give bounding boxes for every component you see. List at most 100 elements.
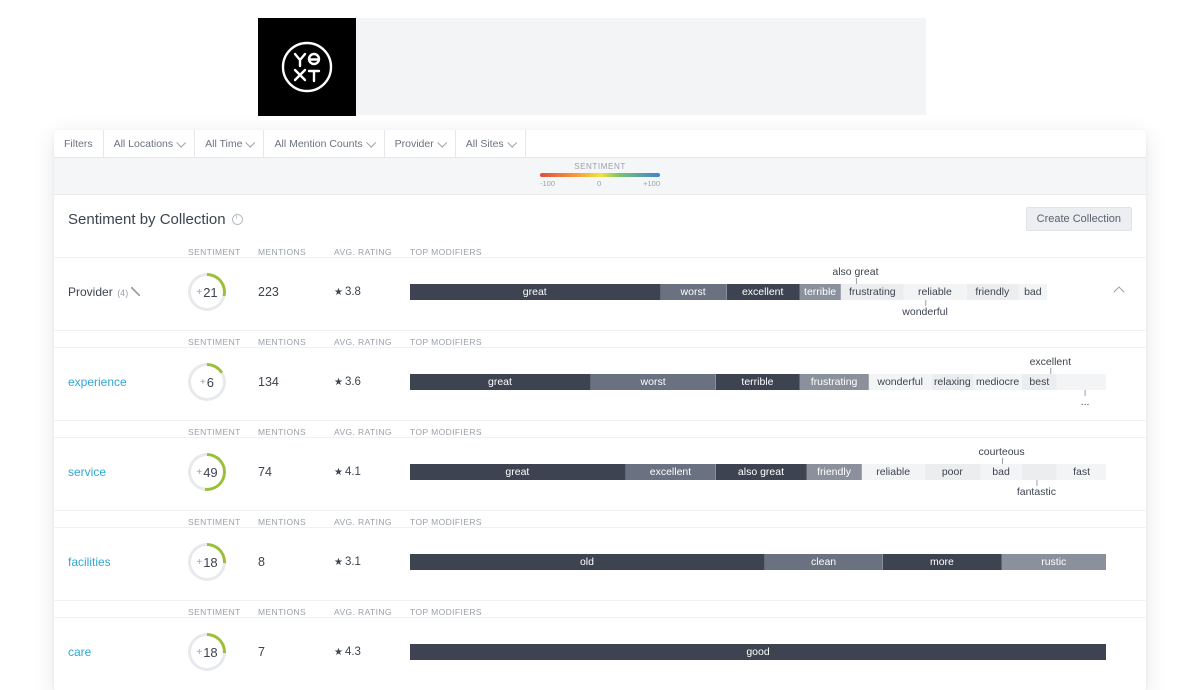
modifier-segment[interactable]: more [883,554,1001,570]
modifier-segment[interactable]: frustrating [800,374,870,390]
modifier-segment[interactable]: wonderful [869,374,932,390]
modifier-segment[interactable]: bad [1019,284,1047,300]
sentiment-donut: +6 [188,363,226,401]
modifier-segment[interactable]: fast [1057,464,1106,480]
row-count: (4) [115,288,129,298]
col-rating: AVG. RATING [334,517,410,527]
filter-mention-counts[interactable]: All Mention Counts [264,130,384,157]
create-collection-button[interactable]: Create Collection [1026,207,1132,231]
filter-time[interactable]: All Time [195,130,264,157]
modifier-callout: ... [1081,396,1090,408]
sentiment-value: +21 [196,285,217,300]
mentions-value: 74 [258,465,334,479]
filter-provider-label: Provider [395,138,434,150]
modifier-segment[interactable]: worst [591,374,716,390]
modifier-segment[interactable]: friendly [807,464,863,480]
collection-row: experience+6134★3.6greatworstterriblefru… [54,347,1146,420]
sentiment-donut: +18 [188,543,226,581]
chevron-down-icon [246,138,256,148]
star-icon: ★ [334,287,343,298]
col-modifiers: TOP MODIFIERS [410,337,1106,347]
modifier-segment[interactable]: poor [925,464,981,480]
modifier-segment[interactable]: also great [716,464,806,480]
modifier-segment[interactable]: friendly [967,284,1019,300]
col-modifiers: TOP MODIFIERS [410,607,1106,617]
col-modifiers: TOP MODIFIERS [410,427,1106,437]
row-column-headers: SENTIMENTMENTIONSAVG. RATINGTOP MODIFIER… [54,420,1146,437]
modifier-segment[interactable]: relaxing [932,374,974,390]
info-icon[interactable] [232,214,243,225]
filter-provider[interactable]: Provider [385,130,456,157]
row-name[interactable]: facilities [68,555,188,569]
modifier-segment[interactable]: old [410,554,765,570]
avg-rating: ★4.3 [334,646,410,658]
sentiment-donut: +21 [188,273,226,311]
modifier-segment[interactable]: excellent [626,464,716,480]
top-modifiers: greatworstterriblefrustratingwonderfulre… [410,358,1106,406]
modifier-segment[interactable]: great [410,374,591,390]
modifier-bar: greatexcellentalso greatfriendlyreliable… [410,464,1106,480]
modifier-segment[interactable]: mediocre [974,374,1023,390]
modifier-segment[interactable]: clean [765,554,883,570]
filter-locations[interactable]: All Locations [104,130,196,157]
modifier-callout: wonderful [902,306,948,318]
modifier-segment[interactable]: good [410,644,1106,660]
edit-icon[interactable] [131,287,140,296]
collection-rows: SENTIMENTMENTIONSAVG. RATINGTOP MODIFIER… [54,241,1146,690]
modifier-bar: good [410,644,1106,660]
modifier-segment[interactable]: rustic [1002,554,1106,570]
modifier-callout: excellent [1030,356,1071,368]
sentiment-value: +6 [200,375,214,390]
collapse-icon[interactable] [1113,286,1124,297]
filter-bar: Filters All Locations All Time All Menti… [54,130,1146,158]
filter-sites-label: All Sites [466,138,504,150]
top-modifiers: good [410,628,1106,676]
modifier-segment[interactable]: terrible [716,374,800,390]
chevron-down-icon [437,138,447,148]
row-column-headers: SENTIMENTMENTIONSAVG. RATINGTOP MODIFIER… [54,510,1146,527]
modifier-callout: courteous [979,446,1025,458]
row-column-headers: SENTIMENTMENTIONSAVG. RATINGTOP MODIFIER… [54,330,1146,347]
modifier-callout: also great [832,266,878,278]
chevron-down-icon [507,138,517,148]
modifier-segment[interactable]: terrible [800,284,842,300]
modifier-segment[interactable]: great [410,284,661,300]
filters-label: Filters [54,130,104,157]
modifier-segment[interactable]: excellent [727,284,800,300]
row-name[interactable]: care [68,645,188,659]
row-name[interactable]: service [68,465,188,479]
modifier-segment[interactable]: best [1022,374,1057,390]
filter-sites[interactable]: All Sites [456,130,526,157]
modifier-callout: fantastic [1017,486,1056,498]
avg-rating: ★3.1 [334,556,410,568]
sentiment-gradient-bar [540,173,660,177]
col-rating: AVG. RATING [334,247,410,257]
avg-rating: ★4.1 [334,466,410,478]
filter-time-label: All Time [205,138,242,150]
modifier-segment[interactable]: great [410,464,626,480]
col-sentiment: SENTIMENT [188,427,258,437]
sentiment-value: +49 [196,465,217,480]
modifier-segment[interactable]: frustrating [841,284,904,300]
modifier-bar: greatworstterriblefrustratingwonderfulre… [410,374,1106,390]
modifier-segment[interactable] [1022,464,1057,480]
col-mentions: MENTIONS [258,337,334,347]
row-name[interactable]: experience [68,375,188,389]
filter-mention-counts-label: All Mention Counts [274,138,362,150]
modifier-segment[interactable]: bad [981,464,1023,480]
star-icon: ★ [334,557,343,568]
col-sentiment: SENTIMENT [188,337,258,347]
modifier-segment[interactable] [1057,374,1106,390]
col-mentions: MENTIONS [258,247,334,257]
modifier-segment[interactable]: reliable [904,284,967,300]
mentions-value: 8 [258,555,334,569]
collection-row: facilities+18 8★3.1oldcleanmorerustic [54,527,1146,600]
sentiment-legend-ticks: -100 0 +100 [540,179,660,188]
star-icon: ★ [334,467,343,478]
top-modifiers: greatworstexcellentterriblefrustratingre… [410,268,1106,316]
col-mentions: MENTIONS [258,517,334,527]
modifier-segment[interactable]: worst [661,284,727,300]
sentiment-legend: SENTIMENT -100 0 +100 [54,158,1146,195]
sentiment-donut: +18 [188,633,226,671]
modifier-segment[interactable]: reliable [862,464,925,480]
